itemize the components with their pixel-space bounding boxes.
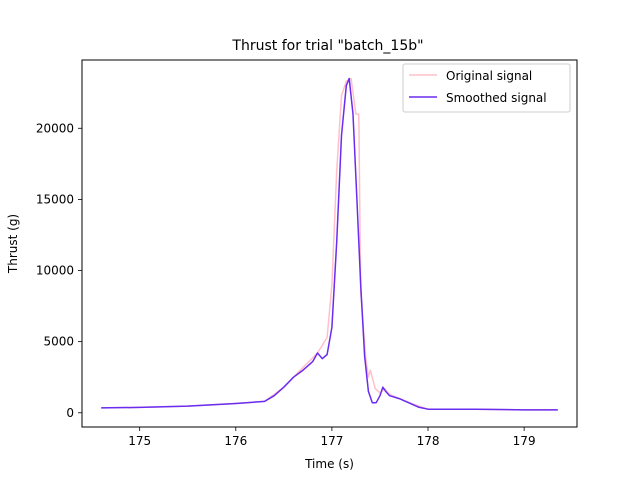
legend: Original signal Smoothed signal: [402, 63, 571, 113]
x-tick-label: 176: [224, 434, 247, 448]
y-tick-label: 0: [66, 406, 74, 420]
legend-label-original: Original signal: [446, 69, 532, 83]
legend-box: [402, 63, 571, 113]
x-axis-label: Time (s): [304, 457, 354, 471]
x-tick-label: 179: [513, 434, 536, 448]
plot-area: 175 176 177 178 179 0 5000 10000 15000 20000: [36, 59, 578, 448]
series-line-smoothed: [101, 77, 558, 411]
y-tick-label: 5000: [43, 335, 74, 349]
y-tick-label: 15000: [36, 192, 74, 206]
plot-background: [82, 60, 577, 427]
x-tick-label: 178: [417, 434, 440, 448]
y-tick-label: 10000: [36, 264, 74, 278]
series-layer: [101, 77, 558, 411]
x-tick-label: 175: [128, 434, 151, 448]
axes-frame: [81, 59, 578, 428]
x-tick-label: 177: [320, 434, 343, 448]
x-ticks: 175 176 177 178 179: [128, 427, 536, 448]
y-axis-label: Thrust (g): [6, 214, 20, 274]
y-tick-label: 20000: [36, 121, 74, 135]
y-ticks: 0 5000 10000 15000 20000: [36, 121, 82, 420]
legend-label-smoothed: Smoothed signal: [446, 91, 547, 105]
chart-title: Thrust for trial "batch_15b": [231, 38, 423, 54]
